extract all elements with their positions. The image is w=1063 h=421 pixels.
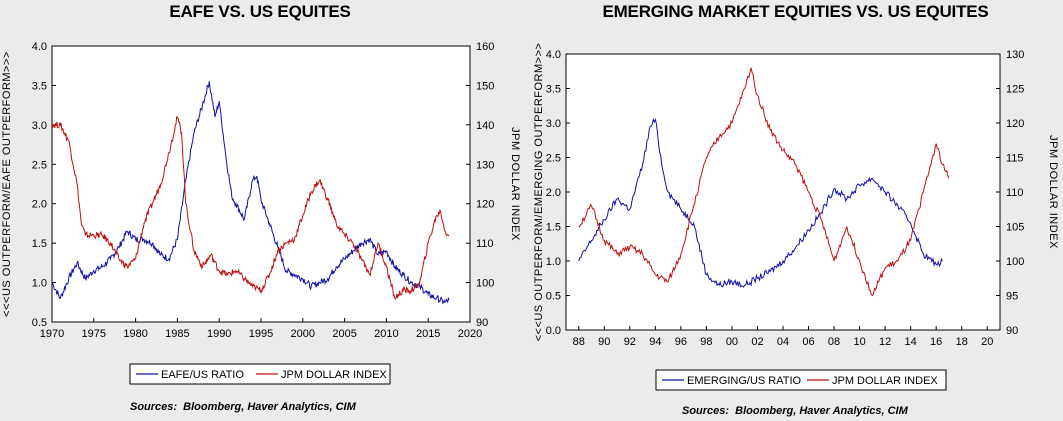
y-tick-label: 2.0 <box>32 199 47 211</box>
y-axis-title: <<<US OUTPERFORM/EAFE OUTPERFORM>>> <box>1 51 13 317</box>
emerging-chart-panel: EMERGING MARKET EQUITIES VS. US EQUITES … <box>528 0 1063 421</box>
x-tick-label: 92 <box>624 336 636 348</box>
y2-tick-label: 105 <box>1006 222 1024 234</box>
x-tick-label: 94 <box>649 336 661 348</box>
eafe-chart-panel: EAFE VS. US EQUITES 0.5 1.0 1.5 2.0 2.5 3.0 3.… <box>0 0 521 421</box>
x-tick-label: 20 <box>981 336 993 348</box>
y2-tick-label: 130 <box>1006 49 1024 61</box>
legend-label: JPM DOLLAR INDEX <box>832 375 938 387</box>
x-tick-label: 12 <box>879 336 891 348</box>
x-tick-label: 10 <box>853 336 865 348</box>
chart-title: EMERGING MARKET EQUITIES VS. US EQUITES <box>602 2 989 21</box>
x-tick-label: 2005 <box>332 328 356 340</box>
y-tick-label: 4.0 <box>32 41 47 53</box>
y-tick-label: 4.0 <box>546 49 561 61</box>
y-tick-label: 1.0 <box>546 256 561 268</box>
y-tick-label: 2.0 <box>546 187 561 199</box>
y-tick-label: 1.5 <box>32 238 47 250</box>
plot-area <box>565 53 1001 331</box>
x-tick-label: 1985 <box>165 328 189 340</box>
x-tick-label: 88 <box>573 336 585 348</box>
x-tick-label: 1990 <box>207 328 231 340</box>
x-tick-label: 04 <box>777 336 789 348</box>
y2-tick-label: 110 <box>1006 187 1024 199</box>
chart-source: Sources: Bloomberg, Haver Analytics, CIM <box>130 401 356 413</box>
y2-axis-title: JPM DOLLAR INDEX <box>509 127 521 241</box>
chart-source: Sources: Bloomberg, Haver Analytics, CIM <box>682 405 908 417</box>
y2-tick-label: 120 <box>476 199 494 211</box>
x-tick-label: 00 <box>726 336 738 348</box>
y2-tick-label: 110 <box>476 238 494 250</box>
x-tick-label: 98 <box>700 336 712 348</box>
y2-tick-label: 90 <box>1006 325 1018 337</box>
series-line-dollar-index <box>578 67 950 297</box>
y2-axis-title: JPM DOLLAR INDEX <box>1047 135 1059 249</box>
x-tick-label: 1975 <box>82 328 106 340</box>
y-tick-label: 1.5 <box>546 222 561 234</box>
legend-label: EMERGING/US RATIO <box>687 375 802 387</box>
y2-tick-label: 140 <box>476 120 494 132</box>
x-tick-label: 08 <box>828 336 840 348</box>
y2-tick-label: 100 <box>476 278 494 290</box>
y-tick-label: 3.0 <box>32 120 47 132</box>
y2-tick-label: 100 <box>1006 256 1024 268</box>
legend-label: EAFE/US RATIO <box>161 369 244 381</box>
x-tick-label: 16 <box>930 336 942 348</box>
series-line-ratio <box>578 117 944 288</box>
y-tick-label: 2.5 <box>546 153 561 165</box>
y2-tick-label: 130 <box>476 159 494 171</box>
plot-area <box>51 45 471 323</box>
y-tick-label: 0.5 <box>546 291 561 303</box>
x-tick-label: 2000 <box>291 328 315 340</box>
x-tick-label: 14 <box>905 336 917 348</box>
chart-title: EAFE VS. US EQUITES <box>169 2 351 21</box>
x-tick-label: 2010 <box>374 328 398 340</box>
series-line-dollar-index <box>52 116 450 300</box>
x-tick-label: 18 <box>956 336 968 348</box>
legend-box <box>655 369 947 391</box>
y-tick-label: 0.5 <box>32 317 47 329</box>
x-tick-label: 2020 <box>458 328 482 340</box>
y-tick-label: 0.0 <box>546 325 561 337</box>
y-tick-label: 3.5 <box>32 80 47 92</box>
emerging-chart: 0.0 0.5 1.0 1.5 2.0 2.5 3.0 3.5 4.0 90 95 100 105 110… <box>533 43 1059 391</box>
x-tick-label: 1980 <box>123 328 147 340</box>
y-tick-label: 1.0 <box>32 278 47 290</box>
legend-label: JPM DOLLAR INDEX <box>281 369 387 381</box>
x-tick-label: 02 <box>751 336 763 348</box>
y2-tick-label: 120 <box>1006 118 1024 130</box>
x-tick-label: 1995 <box>249 328 273 340</box>
y2-tick-label: 160 <box>476 41 494 53</box>
y-tick-label: 3.0 <box>546 118 561 130</box>
eafe-chart: 0.5 1.0 1.5 2.0 2.5 3.0 3.5 4.0 90 100 110 120 130 14… <box>1 41 521 385</box>
x-tick-label: 90 <box>598 336 610 348</box>
x-tick-label: 2015 <box>416 328 440 340</box>
y2-tick-label: 125 <box>1006 84 1024 96</box>
series-line-ratio <box>52 81 450 305</box>
x-tick-label: 1970 <box>40 328 64 340</box>
y-tick-label: 2.5 <box>32 159 47 171</box>
y2-tick-label: 90 <box>476 317 488 329</box>
y2-tick-label: 150 <box>476 80 494 92</box>
y2-tick-label: 95 <box>1006 291 1018 303</box>
y2-tick-label: 115 <box>1006 153 1024 165</box>
y-axis-title: <<<US OUTPERFORM/EMERGING OUTPERFORM>>> <box>533 43 545 342</box>
x-tick-label: 96 <box>675 336 687 348</box>
y-tick-label: 3.5 <box>546 84 561 96</box>
x-tick-label: 06 <box>802 336 814 348</box>
